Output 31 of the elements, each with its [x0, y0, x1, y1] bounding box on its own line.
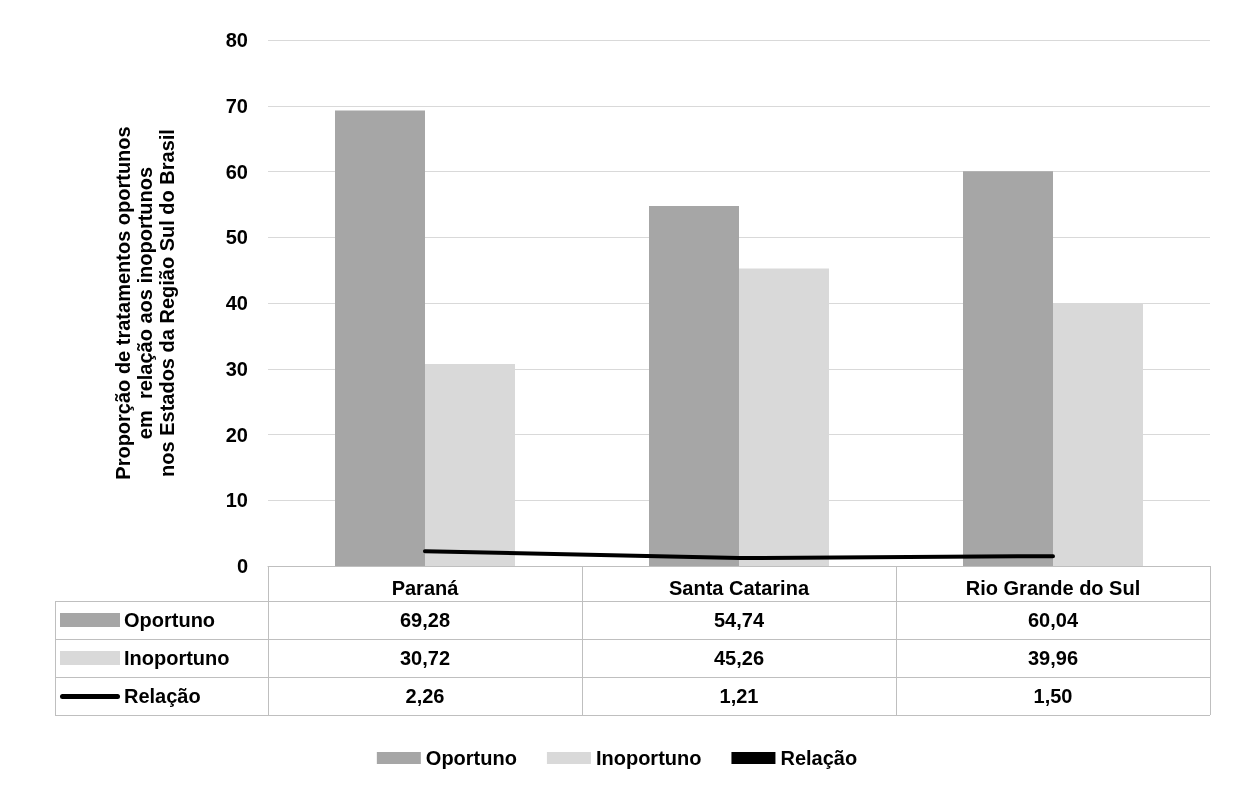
legend-label: Oportuno: [124, 608, 216, 632]
y-tick-label: 60: [225, 160, 248, 183]
y-tick-label: 10: [225, 489, 248, 512]
legend-label: Inoportuno: [595, 747, 702, 769]
bar: [649, 206, 739, 566]
y-tick-label: 40: [225, 292, 248, 314]
y-tick-label: 50: [225, 226, 248, 249]
data-label: 30,72: [398, 645, 452, 671]
data-label: 60,04: [1026, 607, 1080, 633]
text: Oportuno: [425, 747, 517, 769]
text: Inoportuno: [124, 646, 230, 669]
y-axis-title: Proporção de tratamentos oportunos em relação aos inoportunos nos Estados da Região Sul do Brasil: [112, 126, 178, 480]
data-label: 45,26: [712, 645, 766, 671]
bar: [335, 110, 425, 566]
y-tick-label: 80: [225, 29, 248, 51]
x-tick-label: Santa Catarina: [668, 577, 810, 599]
x-tick-label: Rio Grande do Sul: [965, 577, 1141, 599]
text: Relação: [124, 684, 201, 707]
data-label: 54,74: [712, 607, 766, 633]
data-label: 39,96: [1026, 645, 1080, 671]
y-tick-label: 0: [236, 555, 248, 577]
y-tick-label: 20: [225, 423, 248, 446]
data-label: 2,26: [404, 683, 446, 709]
x-tick-label: Paraná: [391, 577, 460, 599]
data-label: 1,21: [718, 683, 760, 709]
data-label: 1,50: [1032, 683, 1074, 709]
data-label: 69,28: [398, 607, 452, 633]
legend-label: Relação: [780, 747, 858, 769]
y-tick-label: 30: [225, 357, 248, 380]
bar: [963, 171, 1053, 566]
y-tick-label: 70: [225, 94, 248, 117]
